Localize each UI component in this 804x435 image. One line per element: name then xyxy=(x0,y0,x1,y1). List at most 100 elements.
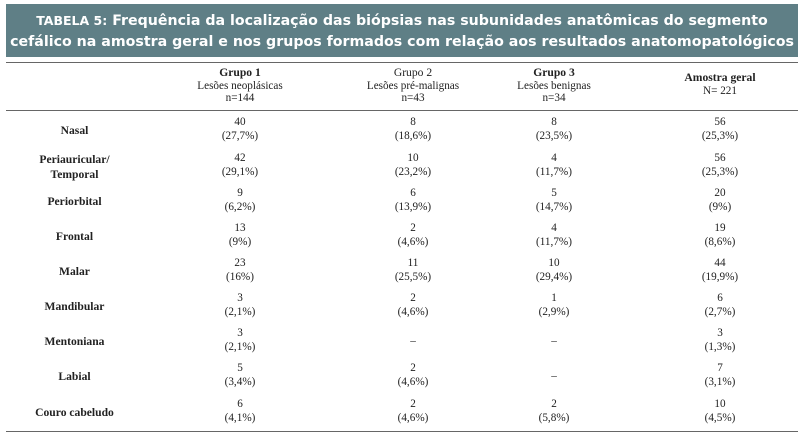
cell-percent: (2,7%) xyxy=(704,305,736,318)
cell-count: 2 xyxy=(410,362,416,374)
data-cell: 2 (4,6%) xyxy=(373,398,453,425)
column-header-title: Grupo 1 xyxy=(219,66,261,79)
row-label: Periauricular/Temporal xyxy=(6,152,143,182)
cell-percent: (29,4%) xyxy=(535,270,573,283)
row-label: Labial xyxy=(6,369,143,384)
cell-count: 44 xyxy=(714,257,726,269)
cell-percent: (25,5%) xyxy=(394,270,432,283)
cell-count: 10 xyxy=(548,257,560,269)
header-rule xyxy=(6,110,798,111)
cell-count: 3 xyxy=(237,327,243,339)
data-cell: 3 (2,1%) xyxy=(200,292,280,319)
table-row: Periorbital 9 (6,2%) 6 (13,9%) 5 (14,7%) 20 (9%) xyxy=(6,185,798,219)
row-label-line: Couro cabeludo xyxy=(35,406,114,419)
cell-percent: (11,7%) xyxy=(536,235,572,248)
row-label-line: Malar xyxy=(59,265,90,278)
data-cell: 6 (13,9%) xyxy=(373,187,453,214)
data-cell: 20 (9%) xyxy=(680,187,760,214)
row-label-line: Periorbital xyxy=(47,195,102,208)
cell-count: 56 xyxy=(714,152,726,164)
data-cell: 6 (4,1%) xyxy=(200,398,280,425)
cell-count: 4 xyxy=(551,152,557,164)
cell-percent: (2,1%) xyxy=(224,340,256,353)
cell-count: 2 xyxy=(410,292,416,304)
column-header-count: n=43 xyxy=(401,92,425,104)
cell-count: 19 xyxy=(714,222,726,234)
cell-percent: (9%) xyxy=(708,200,732,213)
column-header-title: Grupo 2 xyxy=(393,66,433,79)
data-cell: 56 (25,3%) xyxy=(680,152,760,179)
row-label: Nasal xyxy=(6,123,143,138)
data-cell: 4 (11,7%) xyxy=(514,152,594,179)
cell-count: 13 xyxy=(234,222,246,234)
cell-percent: (13,9%) xyxy=(394,200,432,213)
cell-percent: (4,1%) xyxy=(224,411,256,424)
cell-count: 9 xyxy=(237,187,243,199)
column-header-title: Amostra geral xyxy=(684,71,756,84)
cell-percent: (3,1%) xyxy=(704,375,736,388)
table-row: Malar 23 (16%) 11 (25,5%) 10 (29,4%) 44 (19,9%) xyxy=(6,255,798,289)
data-cell: 23 (16%) xyxy=(200,257,280,284)
cell-percent: (29,1%) xyxy=(221,165,259,178)
cell-count: 6 xyxy=(410,187,416,199)
cell-count: 6 xyxy=(717,292,723,304)
cell-count: 3 xyxy=(237,292,243,304)
cell-count: 5 xyxy=(551,187,557,199)
row-label-line: Mandibular xyxy=(44,300,105,313)
cell-count: 5 xyxy=(237,362,243,374)
data-cell: 6 (2,7%) xyxy=(680,292,760,319)
data-cell: 3 (2,1%) xyxy=(200,327,280,354)
cell-percent: (23,2%) xyxy=(394,165,432,178)
row-label-line: Labial xyxy=(58,370,91,383)
data-cell: 5 (14,7%) xyxy=(514,187,594,214)
cell-percent: (6,2%) xyxy=(224,200,256,213)
cell-count: 11 xyxy=(407,257,419,269)
data-cell: 1 (2,9%) xyxy=(514,292,594,319)
data-cell: 40 (27,7%) xyxy=(200,116,280,143)
row-label-line: Mentoniana xyxy=(44,335,105,348)
cell-percent: (3,4%) xyxy=(224,375,256,388)
row-label: Malar xyxy=(6,264,143,279)
table-row: Couro cabeludo 6 (4,1%) 2 (4,6%) 2 (5,8%) 10 (4,… xyxy=(6,396,798,430)
data-cell: 4 (11,7%) xyxy=(514,222,594,249)
cell-percent: (4,6%) xyxy=(397,235,429,248)
cell-percent: (11,7%) xyxy=(536,165,572,178)
cell-percent: (5,8%) xyxy=(538,411,570,424)
cell-percent: (25,3%) xyxy=(701,165,739,178)
cell-count: 8 xyxy=(410,116,416,128)
cell-count: 2 xyxy=(410,222,416,234)
data-cell: 11 (25,5%) xyxy=(373,257,453,284)
cell-percent: (27,7%) xyxy=(221,129,259,142)
table-row: Nasal 40 (27,7%) 8 (18,6%) 8 (23,5%) 56 (25,3%) xyxy=(6,114,798,148)
column-header-title: Grupo 3 xyxy=(533,66,575,79)
cell-percent: (4,5%) xyxy=(704,411,736,424)
table-caption: TABELA 5: Frequência da localização das … xyxy=(6,4,798,57)
data-cell: 5 (3,4%) xyxy=(200,362,280,389)
cell-count: 40 xyxy=(234,116,246,128)
cell-percent: (2,9%) xyxy=(538,305,570,318)
cell-count: 20 xyxy=(714,187,726,199)
cell-count: 8 xyxy=(551,116,557,128)
cell-count: 10 xyxy=(714,398,726,410)
data-cell: 2 (4,6%) xyxy=(373,362,453,389)
column-header: Grupo 3 Lesões benignas n=34 xyxy=(479,66,629,105)
column-header-subtitle: Lesões pré-malignas xyxy=(366,79,460,92)
data-cell: 2 (5,8%) xyxy=(514,398,594,425)
data-cell: 56 (25,3%) xyxy=(680,116,760,143)
caption-label: TABELA 5: xyxy=(36,13,108,28)
cell-count: 10 xyxy=(407,152,419,164)
cell-percent: (1,3%) xyxy=(704,340,736,353)
cell-percent: (18,6%) xyxy=(394,129,432,142)
row-label: Mentoniana xyxy=(6,334,143,349)
data-cell: 10 (4,5%) xyxy=(680,398,760,425)
cell-count: 1 xyxy=(551,292,557,304)
column-header: Grupo 1 Lesões neoplásicas n=144 xyxy=(165,66,315,105)
row-label: Periorbital xyxy=(6,194,143,209)
data-cell: 7 (3,1%) xyxy=(680,362,760,389)
table-row: Mentoniana 3 (2,1%) – –3 (1,3%) xyxy=(6,325,798,359)
data-cell: 2 (4,6%) xyxy=(373,222,453,249)
data-cell: 9 (6,2%) xyxy=(200,187,280,214)
data-cell: 10 (29,4%) xyxy=(514,257,594,284)
cell-percent: (2,1%) xyxy=(224,305,256,318)
table-row: Mandibular 3 (2,1%) 2 (4,6%) 1 (2,9%) 6 (2,7%) xyxy=(6,290,798,324)
